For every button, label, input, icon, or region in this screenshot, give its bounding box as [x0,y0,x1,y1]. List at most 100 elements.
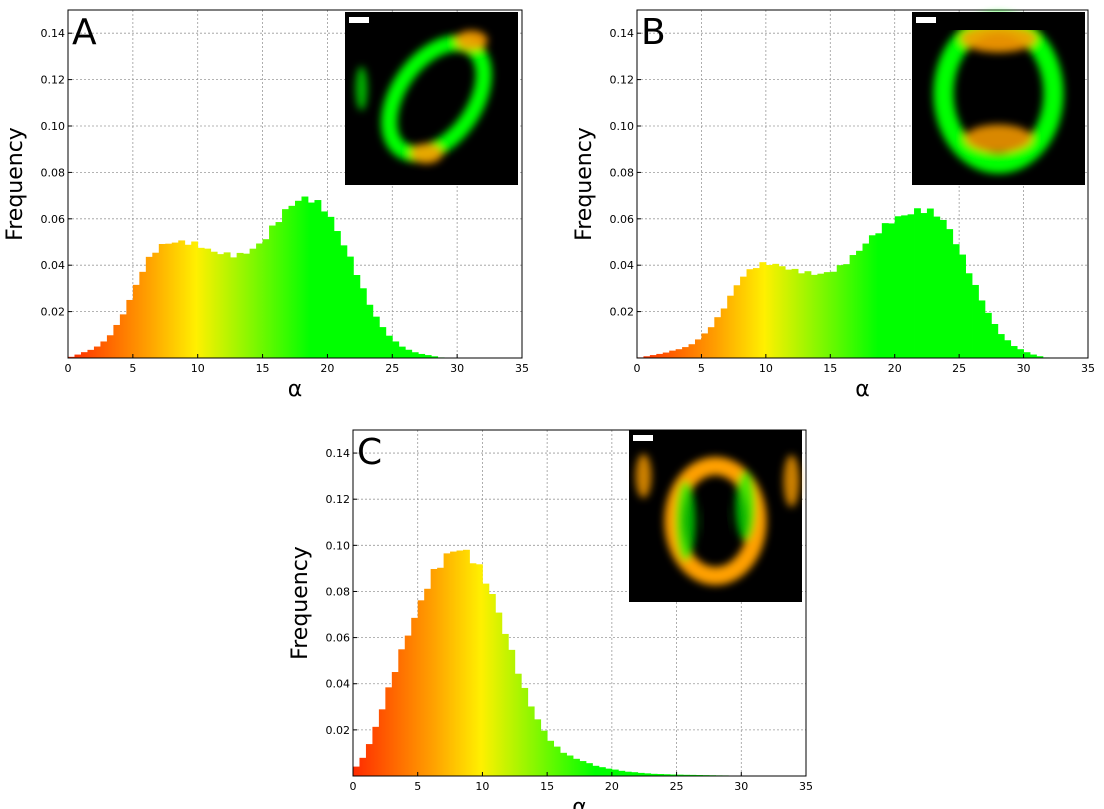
histogram-bar [301,196,309,358]
y-tick-label: 0.12 [610,74,635,87]
panel-letter: A [72,12,97,53]
panel-letter: C [357,432,382,473]
histogram-bar [676,774,684,776]
x-tick-label: 15 [540,780,554,793]
histogram-bar [959,254,966,358]
x-axis-label: α [288,377,303,402]
histogram-bar [740,276,747,358]
histogram-bar [463,549,470,776]
histogram-bar [488,594,496,776]
chart-panel-c: 0 5 10 15 20 25 30 35 0.02 0.04 0.06 0.08 0.10 0.12 0.… [288,429,813,809]
x-tick-label: 35 [1081,362,1095,375]
histogram-bar [398,346,406,358]
histogram-bar [217,254,225,358]
histogram-bar [191,241,199,358]
y-tick-label: 0.02 [326,724,351,737]
histogram-bar [920,213,928,358]
histogram-bar [184,244,192,358]
histogram-bar [720,308,728,358]
histogram-bar [204,248,212,358]
histogram-bar [230,257,238,358]
histogram-bar [119,314,127,358]
histogram-bar [87,349,95,358]
histogram-bar [68,356,75,358]
histogram-bars [68,196,445,358]
histogram-bars [637,208,1050,358]
histogram-bar [443,553,451,776]
histogram-bar [901,215,908,358]
tick-labels: 0 5 10 15 20 25 30 35 0.02 0.04 0.06 0.08 0.10 0.12 0.… [41,27,530,375]
y-tick-label: 0.02 [41,306,66,319]
histogram-bar [624,771,632,776]
histogram-bar [952,244,960,358]
histogram-bar [733,285,741,358]
histogram-bar [418,353,426,358]
y-tick-label: 0.06 [326,632,351,645]
chart-panel-a: 0 5 10 15 20 25 30 35 0.02 0.04 0.06 0.08 0.10 0.12 0.… [3,9,530,402]
y-tick-label: 0.10 [326,539,351,552]
histogram-bar [152,252,160,358]
histogram-bar [585,763,593,776]
x-tick-label: 15 [823,362,837,375]
histogram-bar [611,769,619,776]
histogram-bar [657,774,665,776]
histogram-bar [798,273,805,358]
histogram-bar [327,216,335,358]
histogram-bar [236,252,244,358]
x-tick-label: 30 [734,780,748,793]
y-tick-label: 0.08 [610,166,635,179]
histogram-bar [333,231,341,358]
y-tick-label: 0.14 [610,27,635,40]
histogram-bar [1010,346,1018,358]
inset-ring [355,30,492,164]
histogram-bar [210,251,218,358]
histogram-bar [392,341,400,358]
histogram-bar [372,726,380,776]
histogram-bar [618,770,626,776]
histogram-bar [93,346,101,358]
histogram-bar [430,568,438,776]
histogram-bar [759,262,767,358]
histogram-bar [946,229,954,358]
histogram-bar [353,275,361,358]
y-tick-label: 0.12 [41,74,66,87]
histogram-bar [197,247,205,358]
histogram-bar [282,209,289,358]
histogram-bar [862,243,870,358]
histogram-bar [534,719,542,776]
x-tick-label: 20 [605,780,619,793]
histogram-bar [243,253,250,358]
histogram-bar [223,252,231,358]
histogram-bar [765,264,773,358]
histogram-bar [365,744,373,776]
histogram-bar [431,356,439,358]
x-tick-label: 30 [450,362,464,375]
histogram-bar [939,219,947,358]
x-axis-label: α [855,377,870,402]
x-tick-label: 20 [320,362,334,375]
histogram-bar [785,269,793,358]
histogram-bar [991,323,999,358]
histogram-bar [566,755,574,776]
histogram-bar [868,235,876,358]
histogram-bar [810,274,818,358]
histogram-bar [269,225,276,358]
histogram-bar [650,773,658,776]
y-tick-label: 0.14 [326,447,351,460]
histogram-bar [456,550,464,776]
histogram-bar [907,214,915,358]
histogram-bar [714,317,722,358]
histogram-bar [139,271,147,358]
x-tick-label: 35 [799,780,813,793]
histogram-bar [605,768,613,776]
histogram-bar [579,761,587,776]
histogram-bar [411,617,419,776]
histogram-bar [424,355,432,358]
histogram-bar [875,233,883,358]
y-tick-label: 0.12 [326,493,351,506]
x-tick-label: 20 [888,362,902,375]
histogram-bar [346,256,354,358]
histogram-bar [752,268,760,358]
histogram-bar [643,356,651,358]
